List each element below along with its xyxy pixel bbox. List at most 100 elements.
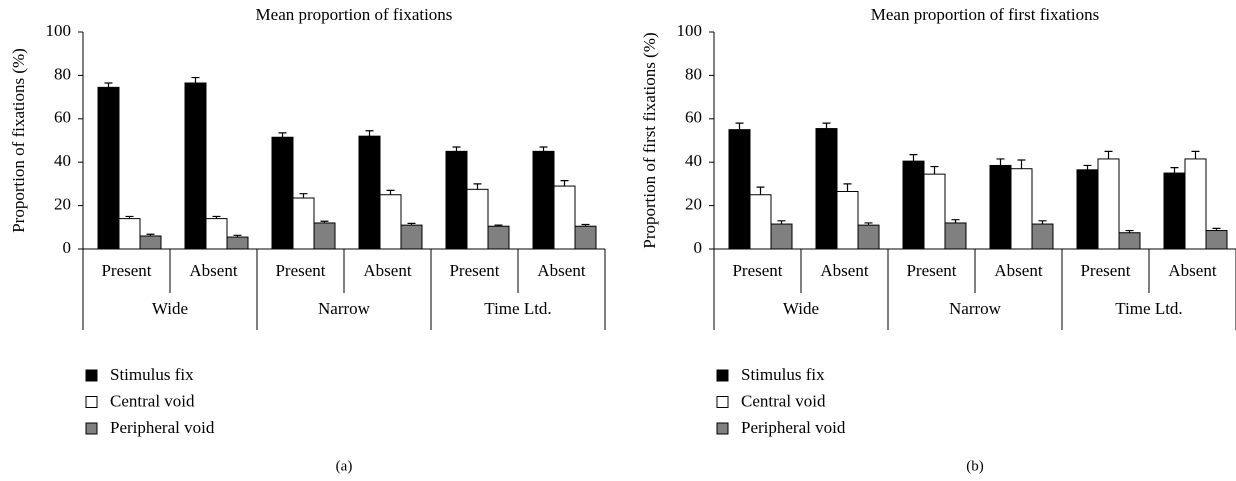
error-bar: [843, 183, 852, 192]
bar: [184, 82, 207, 250]
error-bar: [560, 180, 569, 187]
error-bar: [951, 219, 960, 223]
error-bar: [581, 223, 590, 227]
y-tick-label: 100: [677, 21, 703, 40]
bar: [139, 235, 162, 250]
x-tick-label: Present: [732, 261, 782, 280]
error-bar: [212, 215, 221, 219]
bar: [379, 194, 402, 250]
bar: [271, 136, 294, 250]
group-label: Wide: [783, 299, 819, 318]
y-tick-label: 80: [54, 64, 71, 83]
bar: [487, 225, 510, 250]
error-bar: [777, 220, 786, 225]
y-tick-label: 100: [46, 21, 72, 40]
error-bar: [1125, 229, 1134, 233]
x-tick-label: Present: [1080, 261, 1130, 280]
bar: [902, 160, 925, 250]
error-bar: [299, 193, 308, 199]
group-label: Narrow: [949, 299, 1002, 318]
group-label: Narrow: [318, 299, 371, 318]
bar: [532, 150, 555, 250]
error-bar: [864, 222, 873, 226]
x-tick-label: Present: [449, 261, 499, 280]
bar: [1097, 158, 1120, 250]
bar: [313, 222, 336, 250]
y-tick-label: 20: [54, 195, 71, 214]
bar: [466, 188, 489, 250]
x-tick-label: Absent: [537, 261, 585, 280]
x-tick-label: Present: [906, 261, 956, 280]
bar: [770, 223, 793, 250]
bar: [118, 218, 141, 250]
y-tick-label: 80: [685, 64, 702, 83]
error-bar: [1170, 167, 1179, 174]
error-bar: [909, 154, 918, 162]
legend-swatch: [85, 396, 98, 408]
bar: [857, 224, 880, 250]
chart-title: Mean proportion of first fixations: [871, 5, 1100, 24]
bar: [728, 129, 751, 250]
y-tick-label: 60: [685, 108, 702, 127]
error-bar: [996, 158, 1005, 166]
bar: [226, 236, 249, 250]
error-bar: [494, 224, 503, 227]
legend-swatch: [85, 422, 98, 435]
legend-swatch: [716, 422, 729, 435]
bar: [749, 194, 772, 250]
y-tick-label: 60: [54, 108, 71, 127]
x-tick-label: Absent: [189, 261, 237, 280]
error-bar: [452, 146, 461, 152]
y-tick-label: 0: [63, 238, 72, 257]
y-tick-label: 40: [54, 151, 71, 170]
x-tick-label: Absent: [363, 261, 411, 280]
error-bar: [539, 146, 548, 152]
legend-swatch: [716, 396, 729, 408]
error-bar: [822, 122, 831, 129]
y-tick-label: 0: [694, 238, 703, 257]
x-tick-label: Absent: [1168, 261, 1216, 280]
legend-label: Central void: [110, 391, 195, 410]
legend-label: Central void: [741, 391, 826, 410]
x-tick-label: Absent: [994, 261, 1042, 280]
bar: [1163, 172, 1186, 250]
error-bar: [473, 183, 482, 190]
legend-label: Stimulus fix: [110, 365, 194, 384]
error-bar: [1104, 150, 1113, 159]
error-bar: [930, 165, 939, 175]
error-bar: [191, 76, 200, 83]
chart-title: Mean proportion of fixations: [256, 5, 453, 24]
bar: [553, 185, 576, 250]
error-bar: [407, 222, 416, 226]
bar: [836, 190, 859, 250]
group-label: Wide: [152, 299, 188, 318]
legend-label: Stimulus fix: [741, 365, 825, 384]
error-bar: [233, 234, 242, 238]
error-bar: [146, 233, 155, 236]
y-axis-label: Proportion of fixations (%): [9, 48, 28, 233]
x-tick-label: Present: [101, 261, 151, 280]
x-tick-label: Absent: [820, 261, 868, 280]
legend-swatch: [716, 369, 729, 382]
bar: [1118, 232, 1141, 250]
bar: [358, 135, 381, 250]
error-bar: [386, 189, 395, 195]
bar: [97, 86, 120, 250]
error-bar: [104, 82, 113, 88]
bar: [292, 197, 315, 250]
bar: [944, 222, 967, 250]
group-label: Time Ltd.: [484, 299, 551, 318]
bar: [205, 218, 228, 250]
error-bar: [278, 132, 287, 138]
bar: [1184, 158, 1207, 250]
bar: [574, 225, 597, 250]
error-bar: [1017, 159, 1026, 169]
bar: [445, 150, 468, 250]
error-bar: [125, 215, 134, 219]
x-tick-label: Present: [275, 261, 325, 280]
error-bar: [735, 122, 744, 130]
panel-label: (a): [336, 458, 353, 474]
y-axis-label: Proportion of first fixations (%): [640, 32, 659, 248]
legend-label: Peripheral void: [110, 418, 215, 437]
